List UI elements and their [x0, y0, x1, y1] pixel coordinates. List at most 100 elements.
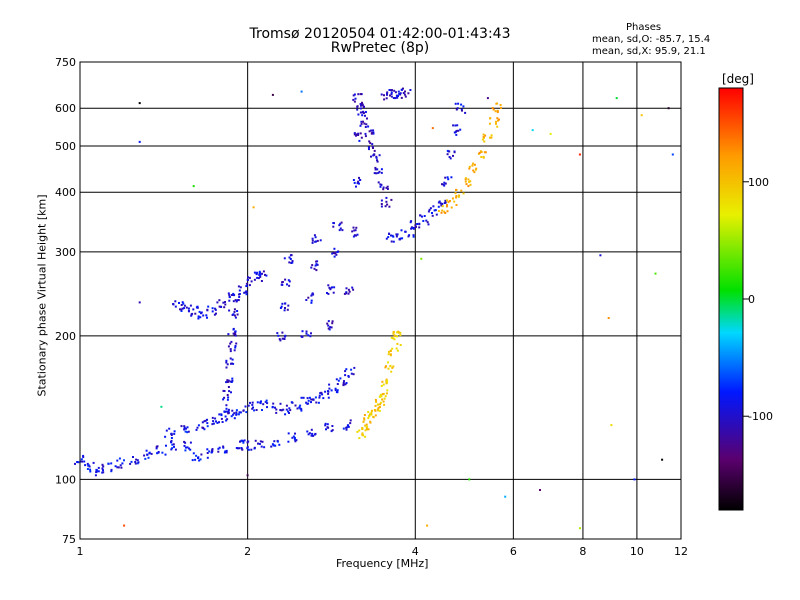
data-point — [198, 315, 200, 317]
data-point — [348, 293, 350, 295]
data-point — [448, 151, 450, 153]
data-point — [397, 350, 399, 352]
data-point — [82, 455, 84, 457]
data-point — [371, 143, 373, 145]
data-point — [426, 525, 428, 527]
data-point — [359, 179, 361, 181]
data-point — [419, 214, 421, 216]
data-point — [193, 185, 195, 187]
data-point — [491, 134, 493, 136]
data-point — [287, 305, 289, 307]
data-point — [129, 463, 131, 465]
x-tick-label: 4 — [412, 545, 419, 558]
data-point — [422, 220, 424, 222]
data-point — [327, 293, 329, 295]
data-point — [447, 176, 449, 178]
data-point — [427, 221, 429, 223]
data-point — [227, 412, 229, 414]
data-point — [357, 234, 359, 236]
data-point — [610, 424, 612, 426]
data-point — [280, 403, 282, 405]
data-point — [385, 197, 387, 199]
data-point — [337, 251, 339, 253]
data-point — [221, 418, 223, 420]
data-point — [376, 159, 378, 161]
data-point — [273, 440, 275, 442]
data-point — [317, 264, 319, 266]
colorbar-tick-label: -100 — [748, 410, 773, 423]
data-point — [149, 452, 151, 454]
data-point — [634, 478, 636, 480]
data-point — [360, 125, 362, 127]
data-point — [258, 277, 260, 279]
data-point — [212, 307, 214, 309]
data-point — [369, 142, 371, 144]
data-point — [379, 396, 381, 398]
data-point — [231, 415, 233, 417]
data-point — [144, 458, 146, 460]
data-point — [184, 442, 186, 444]
data-point — [345, 368, 347, 370]
data-point — [347, 424, 349, 426]
data-point — [288, 279, 290, 281]
data-point — [306, 333, 308, 335]
data-point — [234, 308, 236, 310]
data-point — [464, 112, 466, 114]
data-point — [456, 124, 458, 126]
data-point — [432, 215, 434, 217]
data-point — [234, 349, 236, 351]
data-point — [233, 313, 235, 315]
data-point — [239, 441, 241, 443]
data-point — [222, 302, 224, 304]
data-point — [452, 198, 454, 200]
data-point — [229, 343, 231, 345]
data-point — [206, 317, 208, 319]
data-point — [260, 440, 262, 442]
data-point — [233, 329, 235, 331]
data-point — [455, 197, 457, 199]
data-point — [119, 458, 121, 460]
data-point — [447, 153, 449, 155]
data-point — [227, 396, 229, 398]
data-point — [386, 392, 388, 394]
data-point — [227, 394, 229, 396]
data-point — [168, 428, 170, 430]
data-point — [311, 264, 313, 266]
data-point — [173, 446, 175, 448]
data-point — [219, 306, 221, 308]
data-point — [327, 325, 329, 327]
data-point — [399, 238, 401, 240]
data-point — [388, 351, 390, 353]
data-point — [343, 380, 345, 382]
colorbar — [719, 88, 743, 510]
data-point — [230, 348, 232, 350]
data-point — [266, 400, 268, 402]
data-point — [361, 111, 363, 113]
data-point — [328, 328, 330, 330]
data-point — [186, 307, 188, 309]
data-point — [270, 446, 272, 448]
data-point — [206, 309, 208, 311]
data-point — [234, 333, 236, 335]
data-point — [495, 123, 497, 125]
data-point — [471, 165, 473, 167]
data-point — [371, 132, 373, 134]
data-point — [310, 332, 312, 334]
data-point — [261, 409, 263, 411]
data-point — [266, 406, 268, 408]
data-point — [374, 167, 376, 169]
data-point — [364, 115, 366, 117]
data-point — [358, 437, 360, 439]
data-point — [328, 397, 330, 399]
data-point — [327, 423, 329, 425]
data-point — [238, 299, 240, 301]
data-point — [379, 410, 381, 412]
data-point — [211, 423, 213, 425]
data-point — [336, 378, 338, 380]
data-point — [227, 363, 229, 365]
data-point — [392, 366, 394, 368]
data-point — [413, 228, 415, 230]
data-point — [378, 181, 380, 183]
data-point — [449, 200, 451, 202]
data-point — [500, 107, 502, 109]
